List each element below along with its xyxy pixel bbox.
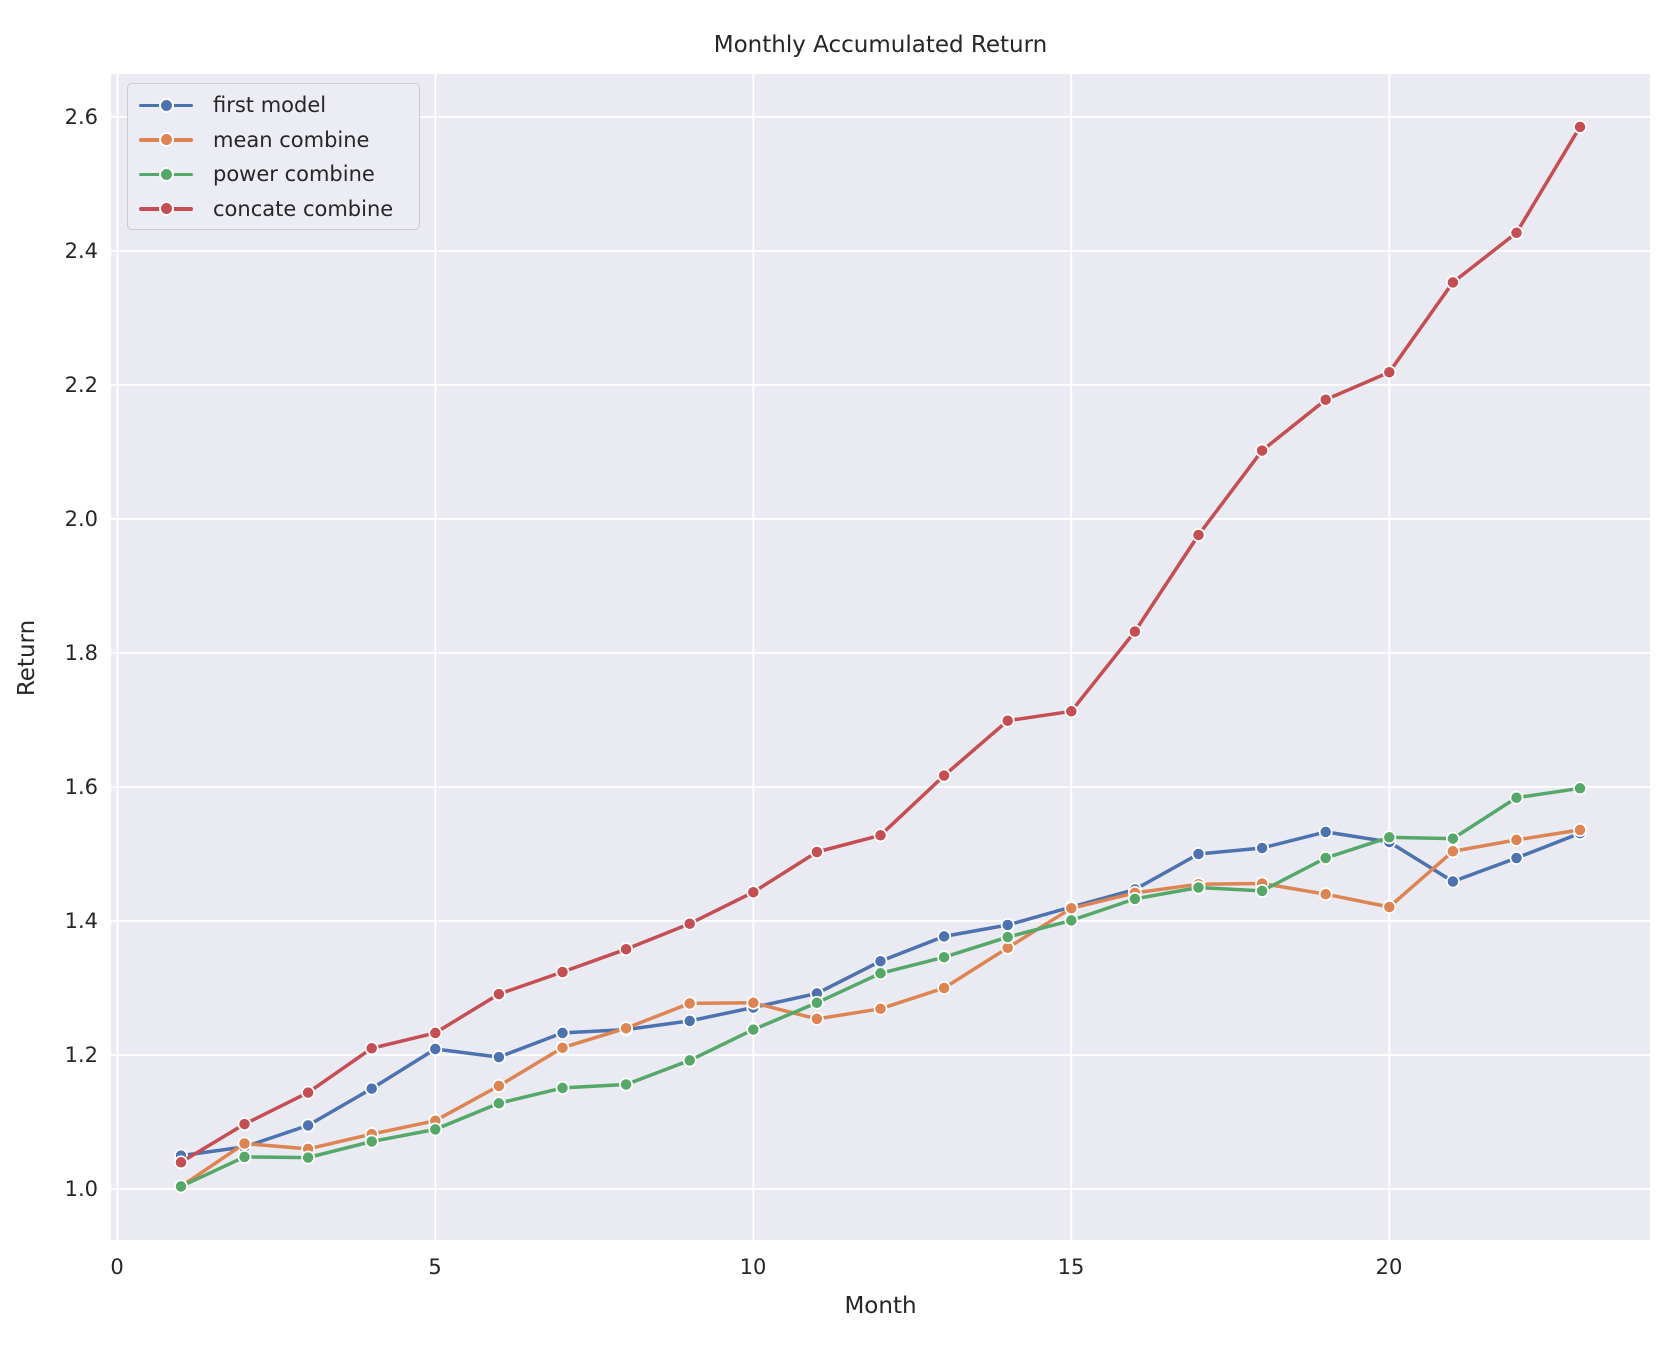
- legend-dot-icon: [158, 166, 174, 182]
- y-tick-label: 1.8: [64, 641, 98, 665]
- legend-item-concate-combine: concate combine: [128, 192, 419, 227]
- y-tick-label: 1.2: [64, 1043, 98, 1067]
- legend-item-first-model: first model: [128, 88, 419, 123]
- chart-canvas: [111, 74, 1650, 1240]
- legend-dot-icon: [158, 97, 174, 113]
- x-axis-label: Month: [844, 1293, 917, 1319]
- line-marker-swatch: [139, 166, 193, 183]
- y-tick-label: 2.4: [64, 239, 98, 263]
- line-marker-swatch: [139, 97, 193, 114]
- legend: first model mean combine power combine c…: [127, 83, 420, 230]
- legend-dot-icon: [158, 132, 174, 148]
- plot-area: [111, 74, 1650, 1240]
- legend-label: power combine: [213, 162, 375, 187]
- line-marker-swatch: [139, 200, 193, 217]
- y-tick-label: 2.2: [64, 373, 98, 397]
- y-tick-label: 1.4: [64, 909, 98, 933]
- legend-item-power-combine: power combine: [128, 157, 419, 192]
- x-tick-label: 20: [1375, 1255, 1403, 1279]
- legend-label: mean combine: [213, 127, 370, 152]
- y-tick-label: 2.0: [64, 507, 98, 531]
- x-tick-label: 10: [739, 1255, 767, 1279]
- x-tick-label: 15: [1057, 1255, 1085, 1279]
- legend-label: first model: [213, 93, 327, 118]
- legend-item-mean-combine: mean combine: [128, 123, 419, 158]
- y-tick-label: 1.0: [64, 1177, 98, 1201]
- x-tick-label: 5: [428, 1255, 442, 1279]
- line-marker-swatch: [139, 131, 193, 148]
- y-tick-label: 2.6: [64, 105, 98, 129]
- legend-dot-icon: [158, 201, 174, 217]
- chart-title: Monthly Accumulated Return: [713, 32, 1048, 58]
- legend-label: concate combine: [213, 196, 394, 221]
- x-tick-label: 0: [110, 1255, 124, 1279]
- y-tick-label: 1.6: [64, 775, 98, 799]
